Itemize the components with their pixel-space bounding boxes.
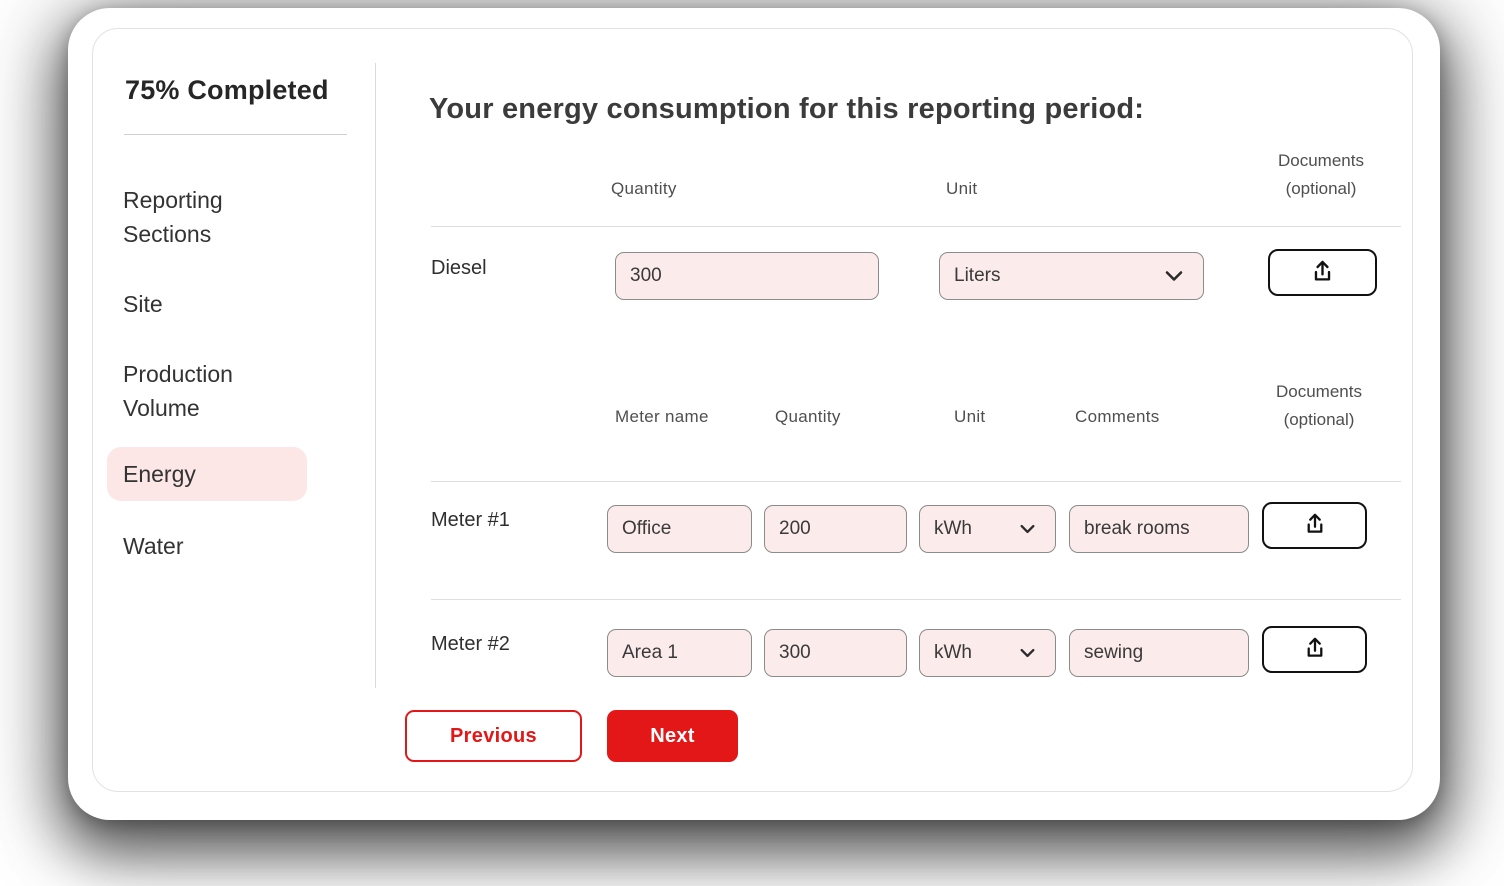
sidebar-item-water[interactable]: Water <box>123 533 184 559</box>
meter2-unit-value: kWh <box>934 642 972 663</box>
sidebar-item-reporting-sections[interactable]: Reporting Sections <box>123 187 223 247</box>
diesel-unit-select[interactable]: Liters <box>939 252 1204 300</box>
page-title: Your energy consumption for this reporti… <box>429 93 1145 125</box>
meter-header-documents: Documents (optional) <box>1261 378 1377 434</box>
meter-header-documents-line2: (optional) <box>1283 410 1355 429</box>
fuel-header-documents: Documents (optional) <box>1263 147 1379 203</box>
chevron-down-icon <box>1020 524 1035 534</box>
meter1-quantity-input[interactable] <box>764 505 907 553</box>
meter2-upload-button[interactable] <box>1262 626 1367 673</box>
meter-header-unit: Unit <box>954 407 986 426</box>
meter-row-label: Meter #2 <box>431 633 510 655</box>
fuel-header-documents-line1: Documents <box>1278 151 1364 170</box>
diesel-upload-button[interactable] <box>1268 249 1377 296</box>
fuel-header-unit: Unit <box>946 179 978 198</box>
upload-icon <box>1309 258 1336 288</box>
sidebar-item-energy[interactable]: Energy <box>107 447 307 501</box>
report-panel: 75% Completed Reporting Sections Site Pr… <box>92 28 1413 792</box>
meter-header-quantity: Quantity <box>775 407 841 426</box>
report-card: 75% Completed Reporting Sections Site Pr… <box>68 8 1440 820</box>
progress-label: 75% Completed <box>125 75 329 105</box>
chevron-down-icon <box>1020 648 1035 658</box>
meter1-unit-value: kWh <box>934 518 972 539</box>
sidebar-vertical-divider <box>375 63 376 688</box>
meter1-comments-input[interactable] <box>1069 505 1249 553</box>
fuel-header-quantity: Quantity <box>611 179 677 198</box>
meter1-unit-select[interactable]: kWh <box>919 505 1056 553</box>
meter-header-name: Meter name <box>615 407 709 426</box>
meter-row-label: Meter #1 <box>431 509 510 531</box>
meter2-unit-select[interactable]: kWh <box>919 629 1056 677</box>
meter-header-comments: Comments <box>1075 407 1160 426</box>
fuel-header-documents-line2: (optional) <box>1285 179 1357 198</box>
meter-table-divider-top <box>431 481 1401 482</box>
meter1-upload-button[interactable] <box>1262 502 1367 549</box>
upload-icon <box>1302 511 1328 540</box>
meter2-name-input[interactable] <box>607 629 752 677</box>
meter2-quantity-input[interactable] <box>764 629 907 677</box>
fuel-table-divider <box>431 226 1401 227</box>
meter1-name-input[interactable] <box>607 505 752 553</box>
meter2-comments-input[interactable] <box>1069 629 1249 677</box>
fuel-row-label: Diesel <box>431 257 487 279</box>
diesel-quantity-input[interactable] <box>615 252 879 300</box>
previous-button[interactable]: Previous <box>405 710 582 762</box>
diesel-unit-value: Liters <box>954 265 1001 286</box>
chevron-down-icon <box>1165 270 1183 282</box>
sidebar-item-production-volume[interactable]: Production Volume <box>123 361 233 421</box>
sidebar-item-site[interactable]: Site <box>123 291 163 317</box>
sidebar-divider <box>124 134 347 135</box>
meter-header-documents-line1: Documents <box>1276 382 1362 401</box>
meter-table-divider-middle <box>431 599 1401 600</box>
next-button[interactable]: Next <box>607 710 738 762</box>
upload-icon <box>1302 635 1328 664</box>
